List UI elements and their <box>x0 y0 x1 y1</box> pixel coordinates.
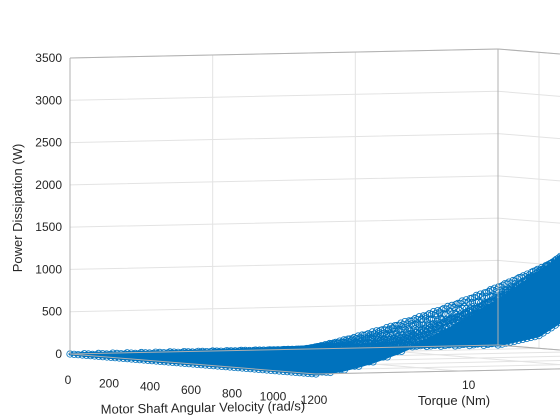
data-point <box>456 306 464 315</box>
z-tick-label: 2000 <box>35 178 62 192</box>
data-point <box>481 299 489 307</box>
data-point <box>440 304 448 313</box>
x-axis-label: Motor Shaft Angular Velocity (rad/s) <box>101 398 306 417</box>
axis-box-edge <box>497 344 560 351</box>
x-tick-label: 600 <box>181 383 201 397</box>
z-tick-label: 1500 <box>35 220 62 234</box>
y-tick-label: 10 <box>462 378 476 392</box>
z-tick-label: 3000 <box>35 93 62 107</box>
z-tick-label: 0 <box>55 347 62 361</box>
data-point <box>454 299 462 307</box>
axis-box-edge <box>69 353 317 375</box>
z-tick-label: 1000 <box>35 262 62 276</box>
data-point <box>460 302 468 310</box>
axis-box-edge <box>315 368 560 375</box>
data-point <box>464 298 472 306</box>
data-point <box>450 303 458 311</box>
data-point <box>462 305 470 313</box>
x-tick-label: 1200 <box>301 393 328 407</box>
data-point <box>440 310 448 318</box>
z-grid-line <box>69 48 560 59</box>
data-point <box>491 284 499 292</box>
data-point <box>503 280 511 288</box>
data-point <box>486 285 495 294</box>
z-grid-line <box>69 259 560 270</box>
axis-box-edge <box>69 344 499 355</box>
data-point <box>495 283 503 291</box>
data-point <box>470 302 478 310</box>
data-point <box>468 294 476 302</box>
z-grid-line <box>69 133 560 144</box>
y-axis-label: Torque (Nm) <box>418 393 490 408</box>
z-axis-label: Power Dissipation (W) <box>10 144 25 273</box>
x-tick-label: 0 <box>65 373 72 387</box>
data-point <box>523 270 532 278</box>
z-tick-label: 500 <box>42 305 62 319</box>
data-point <box>468 298 476 306</box>
z-tick-label: 3500 <box>35 51 62 65</box>
axes-box <box>69 48 560 375</box>
data-point <box>475 303 483 311</box>
x-tick-label: 1000 <box>260 390 287 404</box>
data-series <box>66 252 560 378</box>
data-point <box>515 273 523 282</box>
data-point <box>488 293 497 301</box>
data-point <box>446 307 454 315</box>
tick-labels: 0 500 1000 1500 2000 2500 3000 3500 0 200 400 600 80… <box>35 51 476 407</box>
data-point <box>431 323 439 332</box>
data-point <box>472 298 481 307</box>
data-point <box>513 275 521 283</box>
data-point <box>556 252 560 260</box>
z-grid-line <box>69 217 560 228</box>
data-point <box>499 281 507 289</box>
data-point <box>493 288 501 296</box>
x-tick-label: 400 <box>140 380 160 394</box>
z-grid-line <box>69 90 560 101</box>
data-surface-fill <box>68 255 560 376</box>
data-point <box>427 315 435 323</box>
data-point <box>438 306 446 314</box>
z-tick-label: 2500 <box>35 136 62 150</box>
x-tick-label: 800 <box>222 386 242 400</box>
data-point <box>432 320 440 328</box>
data-point <box>423 311 432 319</box>
z-grid-line <box>69 175 560 186</box>
data-point <box>529 267 538 275</box>
data-point <box>474 297 482 306</box>
data-point <box>507 282 515 290</box>
axis-box-edge <box>497 48 560 55</box>
x-tick-label: 200 <box>99 376 119 390</box>
data-point <box>442 305 450 313</box>
data-point <box>478 293 486 301</box>
axis-box-edge <box>69 48 499 59</box>
data-point <box>511 277 519 285</box>
data-point <box>395 321 403 329</box>
data-point <box>501 280 509 288</box>
